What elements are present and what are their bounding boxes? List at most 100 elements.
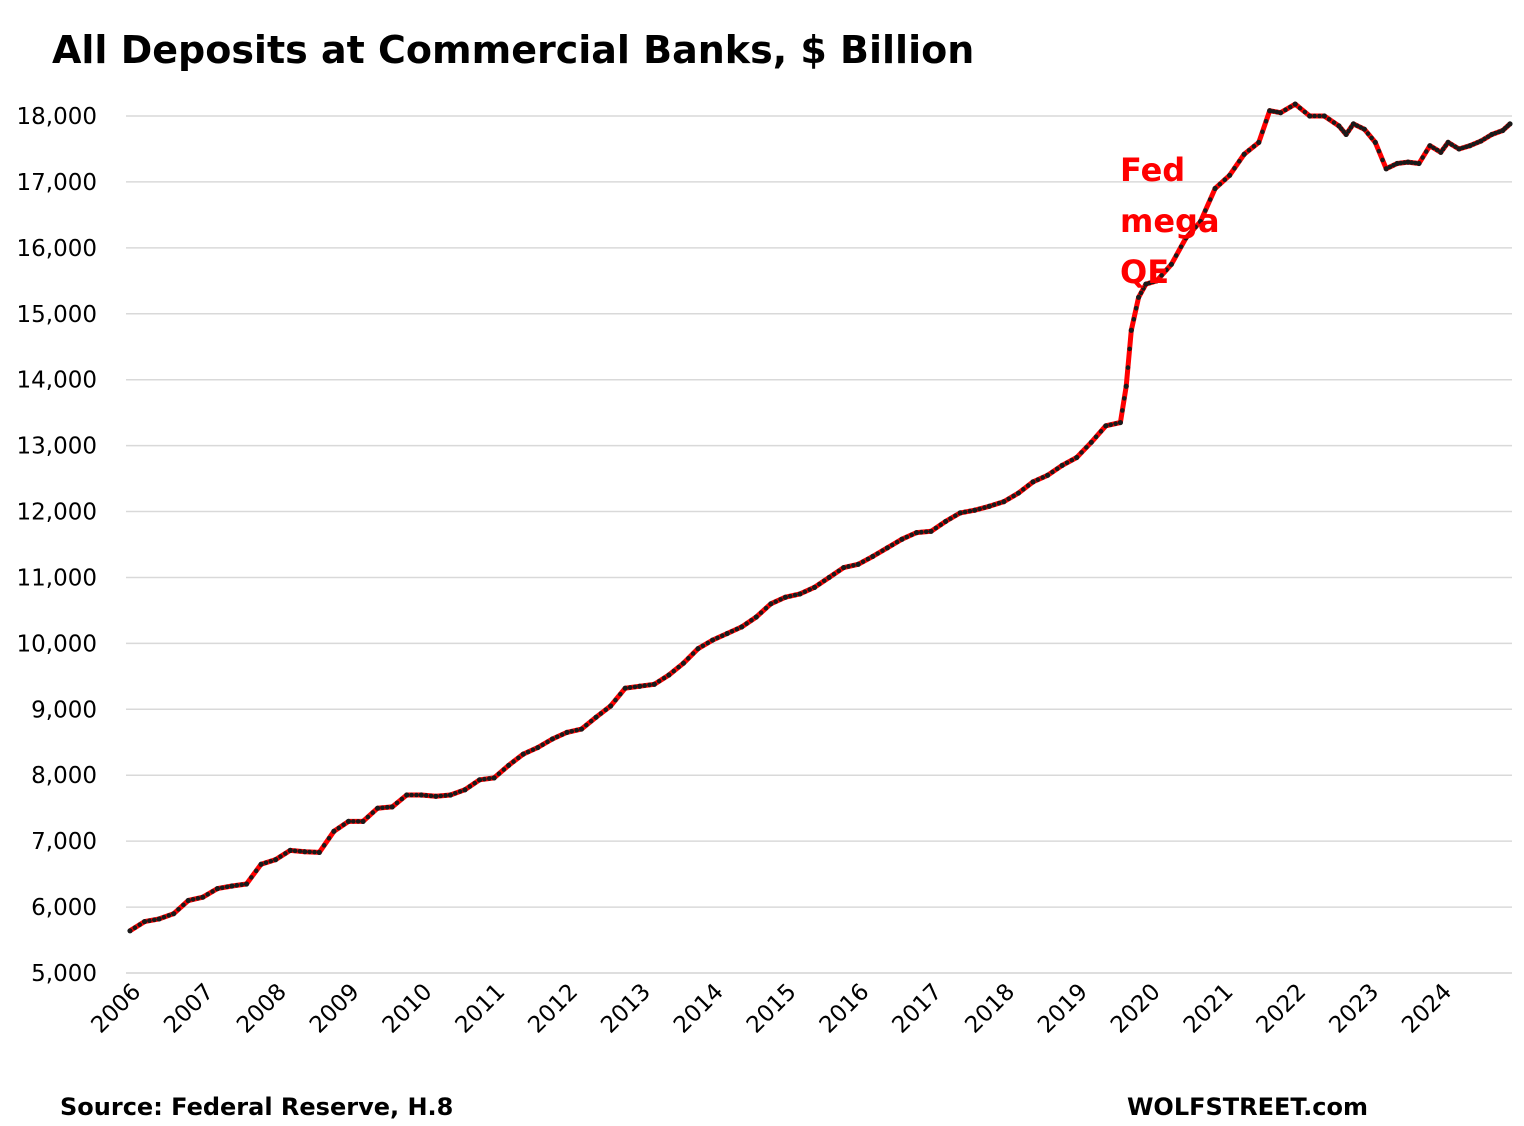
y-tick-label: 6,000: [31, 895, 97, 921]
data-point: [1346, 128, 1351, 134]
data-point: [943, 518, 949, 525]
data-point: [695, 646, 701, 652]
data-point: [496, 771, 502, 776]
data-point: [389, 804, 395, 810]
data-point: [680, 660, 687, 666]
annotation-line: QE: [1120, 253, 1169, 291]
data-point: [1361, 126, 1367, 132]
data-point: [1222, 177, 1228, 183]
data-point: [899, 536, 905, 542]
data-point: [559, 732, 565, 737]
data-point: [637, 683, 643, 689]
data-point: [166, 913, 172, 918]
data-point: [1326, 116, 1332, 122]
data-point: [428, 793, 434, 799]
data-point: [729, 628, 735, 634]
data-point: [535, 744, 541, 751]
data-point: [1256, 139, 1262, 145]
x-tick-label: 2018: [960, 979, 1020, 1039]
data-point: [749, 618, 754, 623]
data-point: [336, 825, 342, 831]
data-point: [836, 568, 842, 574]
x-tick-label: 2017: [888, 979, 948, 1039]
data-point: [1093, 434, 1099, 440]
data-point: [977, 506, 982, 512]
data-point: [263, 860, 269, 865]
data-point: [1398, 160, 1404, 166]
data-point: [137, 922, 143, 927]
data-point: [588, 718, 594, 724]
data-point: [132, 925, 138, 931]
data-point: [409, 792, 414, 798]
data-point: [613, 697, 618, 703]
data-point: [569, 728, 575, 734]
fed-mega-qe-annotation: Fed mega QE: [1120, 151, 1220, 291]
data-point: [1030, 479, 1036, 485]
data-point: [1113, 421, 1118, 426]
data-point: [1348, 125, 1354, 130]
data-point: [928, 528, 934, 534]
data-point: [224, 884, 230, 890]
data-point: [826, 574, 832, 581]
data-point: [991, 502, 997, 508]
data-point: [1420, 155, 1425, 160]
data-point: [773, 599, 778, 604]
data-point: [525, 749, 531, 755]
data-point: [787, 593, 793, 599]
data-point: [1478, 138, 1484, 144]
data-point: [817, 581, 822, 587]
data-point: [200, 894, 206, 900]
brand-label: WOLFSTREET.com: [1127, 1093, 1368, 1121]
data-point: [185, 897, 191, 904]
x-tick-label: 2023: [1324, 979, 1384, 1039]
data-point: [671, 668, 677, 674]
data-point: [1136, 294, 1142, 300]
data-point: [1271, 109, 1276, 114]
data-point: [1493, 130, 1498, 136]
data-point: [1440, 146, 1446, 152]
data-point: [919, 529, 924, 535]
data-point: [656, 678, 662, 684]
data-point: [239, 882, 244, 887]
y-tick-label: 7,000: [31, 829, 97, 855]
data-point: [618, 691, 623, 697]
y-tick-label: 14,000: [17, 368, 97, 394]
data-point: [1241, 151, 1247, 157]
data-point: [953, 513, 958, 519]
data-point: [1074, 454, 1080, 461]
data-point: [482, 776, 487, 782]
data-point: [913, 530, 920, 536]
data-point: [1050, 469, 1055, 475]
data-point: [370, 810, 376, 815]
data-point: [1343, 131, 1349, 138]
data-point: [302, 849, 308, 855]
data-point: [1103, 423, 1109, 429]
data-point: [1431, 145, 1436, 151]
data-point: [797, 591, 803, 597]
data-point: [782, 594, 789, 600]
data-point: [404, 792, 410, 798]
data-point: [1121, 396, 1127, 401]
data-point: [355, 819, 361, 824]
data-point: [768, 601, 774, 607]
data-point: [758, 610, 764, 615]
data-point: [1183, 235, 1189, 241]
data-point: [278, 854, 283, 859]
data-point: [1354, 123, 1360, 128]
y-tick-label: 16,000: [17, 236, 97, 262]
data-point: [1427, 143, 1433, 149]
data-point: [229, 883, 235, 889]
x-tick-label: 2014: [669, 979, 729, 1039]
data-point: [1369, 135, 1374, 141]
x-tick-labels: 2006 2007 2008 2009 2010 2011 2012 2013 2014 2015…: [86, 979, 1457, 1039]
data-point: [705, 640, 711, 646]
data-point: [1292, 101, 1298, 107]
data-point: [161, 914, 167, 920]
data-point: [686, 656, 691, 661]
data-point: [1302, 109, 1308, 115]
data-point: [904, 534, 910, 540]
data-point: [171, 911, 177, 917]
data-point: [511, 759, 516, 764]
data-point: [452, 790, 458, 796]
data-point: [540, 742, 545, 747]
